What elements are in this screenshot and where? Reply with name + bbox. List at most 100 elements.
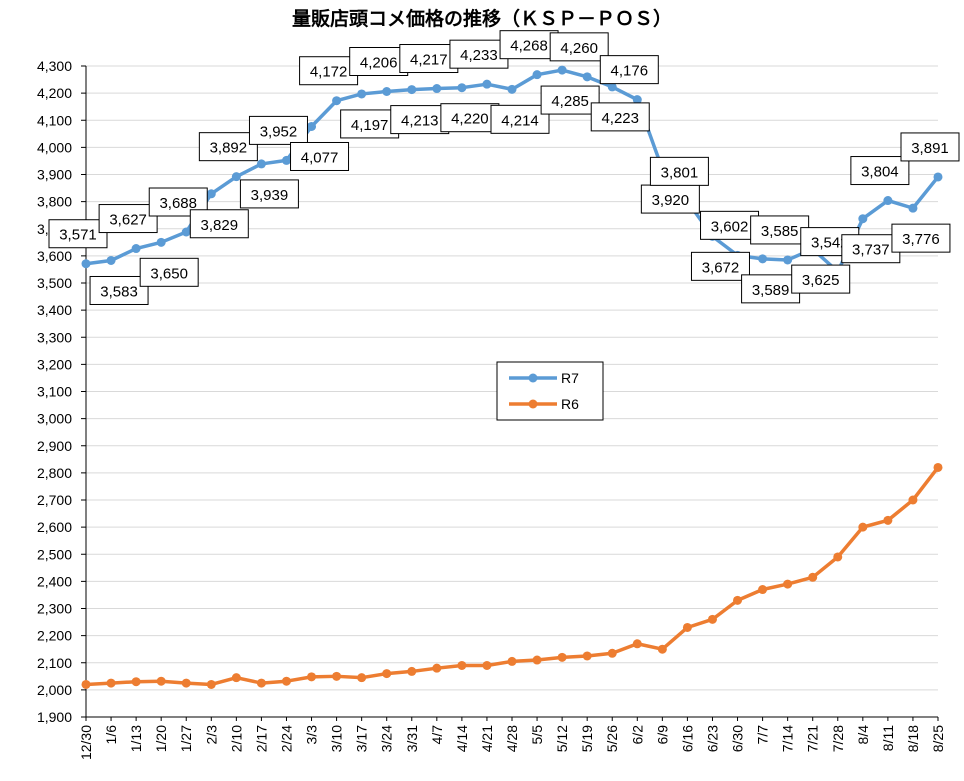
data-point-r7 xyxy=(281,155,291,165)
data-label-text: 3,891 xyxy=(911,140,949,157)
x-tick-label: 8/4 xyxy=(855,725,871,745)
data-label: 4,206 xyxy=(349,46,409,76)
x-tick-label: 8/11 xyxy=(880,725,896,751)
data-point-r6 xyxy=(808,572,818,582)
data-point-r7 xyxy=(156,237,166,247)
data-label-text: 3,688 xyxy=(159,195,197,212)
data-label-text: 4,214 xyxy=(501,112,539,129)
legend-label-r6: R6 xyxy=(561,396,579,412)
data-label-box xyxy=(649,156,709,186)
data-point-r7 xyxy=(81,259,91,269)
x-tick-label: 8/18 xyxy=(905,725,921,752)
data-point-r7 xyxy=(507,84,517,94)
data-label: 3,920 xyxy=(640,184,700,214)
data-label: 3,892 xyxy=(198,132,258,162)
x-tick-label: 2/10 xyxy=(228,725,244,752)
data-point-r6 xyxy=(707,614,717,624)
data-label-box xyxy=(248,115,308,145)
y-tick-label: 2,200 xyxy=(37,628,72,644)
data-label: 3,625 xyxy=(791,264,851,294)
y-tick-label: 3,800 xyxy=(37,194,72,210)
data-label: 3,737 xyxy=(841,234,901,264)
data-label: 4,214 xyxy=(490,104,550,134)
data-label-box xyxy=(690,251,750,281)
data-point-r7 xyxy=(357,89,367,99)
data-label: 4,268 xyxy=(499,30,559,60)
data-label: 4,223 xyxy=(590,102,650,132)
data-point-r6 xyxy=(733,595,743,605)
data-point-r7 xyxy=(532,70,542,80)
data-point-r6 xyxy=(307,672,317,682)
data-point-r6 xyxy=(557,652,567,662)
y-tick-label: 3,200 xyxy=(37,356,72,372)
data-point-r6 xyxy=(231,673,241,683)
data-point-r6 xyxy=(81,679,91,689)
y-tick-label: 2,300 xyxy=(37,601,72,617)
data-label-text: 3,602 xyxy=(711,218,749,235)
data-point-r6 xyxy=(181,678,191,688)
data-label: 3,672 xyxy=(690,251,750,281)
data-point-r7 xyxy=(332,96,342,106)
data-label-box xyxy=(390,105,450,135)
data-label-box xyxy=(791,264,851,294)
data-label: 4,233 xyxy=(449,39,509,69)
data-point-r7 xyxy=(181,227,191,237)
x-tick-label: 3/17 xyxy=(354,725,370,752)
x-tick-label: 6/30 xyxy=(730,725,746,752)
data-label: 3,939 xyxy=(239,179,299,209)
data-label: 3,801 xyxy=(649,156,709,186)
data-point-r6 xyxy=(131,677,141,687)
data-label-box xyxy=(98,204,158,234)
data-label: 3,571 xyxy=(48,219,108,249)
data-label-text: 3,583 xyxy=(100,283,138,300)
data-point-r6 xyxy=(106,678,116,688)
data-point-r6 xyxy=(833,552,843,562)
data-point-r7 xyxy=(231,172,241,182)
data-label-box xyxy=(290,141,350,171)
data-label-box xyxy=(490,104,550,134)
data-point-r7 xyxy=(883,196,893,206)
axes: 1,900 2,000 2,100 2,200 2,300 2,400 2,500 2,600… xyxy=(37,58,946,760)
y-tick-label: 2,400 xyxy=(37,573,72,589)
x-tick-label: 4/28 xyxy=(504,725,520,752)
data-point-r6 xyxy=(933,462,943,472)
data-point-r7 xyxy=(131,244,141,254)
data-label: 3,952 xyxy=(248,115,308,145)
data-label-text: 4,172 xyxy=(310,64,348,81)
data-label-box xyxy=(640,184,700,214)
x-tick-label: 4/7 xyxy=(429,725,445,745)
data-point-r7 xyxy=(482,79,492,89)
data-label-text: 4,206 xyxy=(360,54,398,71)
y-tick-label: 2,600 xyxy=(37,519,72,535)
data-label-text: 4,285 xyxy=(551,93,589,110)
y-tick-label: 2,900 xyxy=(37,438,72,454)
x-tick-label: 6/23 xyxy=(704,725,720,752)
data-label-box xyxy=(540,85,600,115)
data-point-r7 xyxy=(632,95,642,105)
data-point-r6 xyxy=(482,660,492,670)
data-label: 3,804 xyxy=(850,156,910,186)
data-label-text: 3,776 xyxy=(902,231,940,248)
data-label: 3,583 xyxy=(89,275,149,305)
x-tick-label: 5/5 xyxy=(529,725,545,745)
data-point-r7 xyxy=(432,84,442,94)
data-label: 4,213 xyxy=(390,105,450,135)
x-tick-label: 6/16 xyxy=(679,725,695,752)
data-label-text: 3,939 xyxy=(251,187,289,204)
data-point-r6 xyxy=(858,522,868,532)
data-point-r6 xyxy=(783,579,793,589)
data-label-text: 4,223 xyxy=(601,110,639,127)
data-point-r7 xyxy=(607,82,617,92)
data-label: 3,891 xyxy=(900,132,960,162)
data-label-text: 3,571 xyxy=(59,227,97,244)
data-label: 3,776 xyxy=(891,223,951,253)
data-label-box xyxy=(891,223,951,253)
data-point-r7 xyxy=(758,254,768,264)
x-tick-label: 3/24 xyxy=(379,725,395,752)
data-label-box xyxy=(700,210,760,240)
y-tick-label: 3,400 xyxy=(37,302,72,318)
x-tick-label: 1/6 xyxy=(103,725,119,745)
data-label-box xyxy=(399,44,459,74)
y-tick-label: 2,700 xyxy=(37,492,72,508)
